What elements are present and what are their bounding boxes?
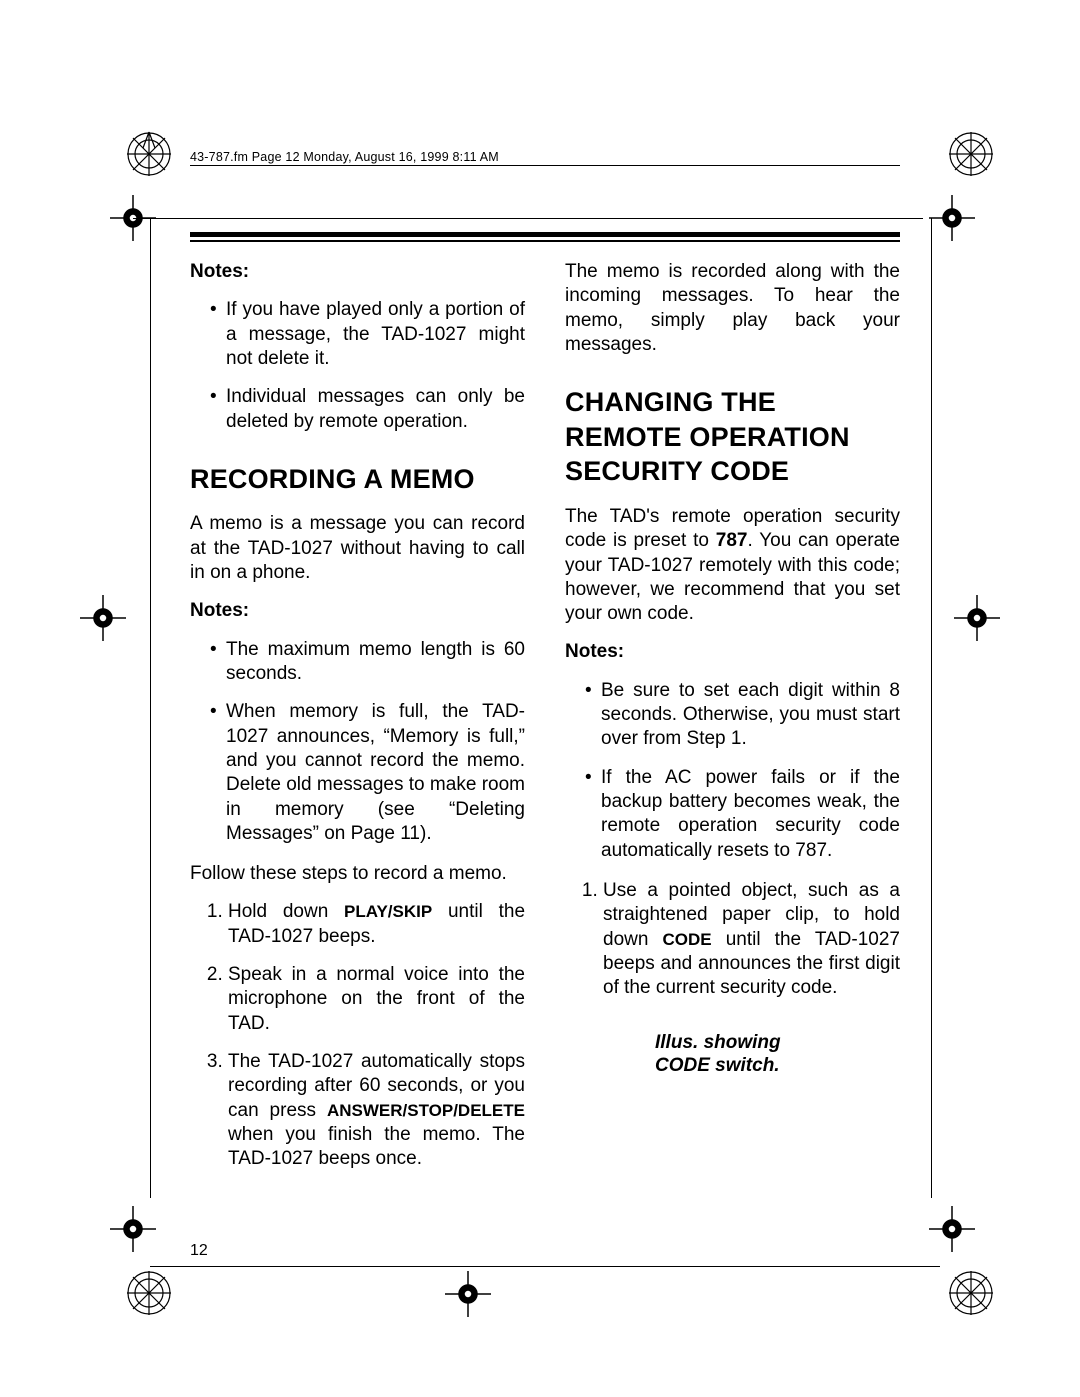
reg-star-tr — [947, 130, 995, 178]
reg-line-bottom — [150, 1266, 940, 1267]
step-item: The TAD-1027 automatically stops recordi… — [228, 1050, 525, 1172]
step-item: Hold down PLAY/SKIP until the TAD-1027 b… — [228, 900, 525, 949]
manual-page: 43-787.fm Page 12 Monday, August 16, 199… — [0, 0, 1080, 1397]
note-item: The maximum memo length is 60 seconds. — [210, 638, 525, 687]
reg-cross-br — [929, 1206, 975, 1252]
memo-continuation: The memo is recorded along with the inco… — [565, 260, 900, 357]
reg-star-br — [947, 1269, 995, 1317]
right-column: The memo is recorded along with the inco… — [565, 260, 900, 1188]
reg-star-bl — [125, 1269, 173, 1317]
heading-security-code: CHANGING THE REMOTE OPERATION SECURITY C… — [565, 385, 900, 489]
reg-cross-bc — [445, 1271, 491, 1317]
notes-list-3: Be sure to set each digit within 8 secon… — [565, 679, 900, 863]
code-steps: Use a pointed object, such as a straight… — [565, 879, 900, 1001]
memo-steps: Hold down PLAY/SKIP until the TAD-1027 b… — [190, 900, 525, 1171]
step-text: Hold down — [228, 901, 344, 922]
memo-intro: A memo is a message you can record at th… — [190, 512, 525, 585]
reg-line-top — [133, 218, 923, 219]
key-label: ANSWER/STOP/DELETE — [327, 1101, 525, 1120]
notes-list-1: If you have played only a portion of a m… — [190, 298, 525, 434]
note-item: Be sure to set each digit within 8 secon… — [585, 679, 900, 752]
notes-label: Notes: — [565, 640, 900, 664]
note-item: If the AC power fails or if the backup b… — [585, 766, 900, 863]
note-item: If you have played only a portion of a m… — [210, 298, 525, 371]
code-intro: The TAD's remote operation security code… — [565, 505, 900, 627]
reg-cross-tr — [929, 195, 975, 241]
reg-line-right — [931, 218, 932, 1198]
follow-steps: Follow these steps to record a memo. — [190, 862, 525, 886]
reg-cross-bl — [110, 1206, 156, 1252]
step-text: when you finish the memo. The TAD-1027 b… — [228, 1124, 525, 1169]
reg-line-left — [150, 218, 151, 1198]
reg-star-tl — [125, 130, 173, 178]
step-item: Speak in a normal voice into the microph… — [228, 963, 525, 1036]
notes-label: Notes: — [190, 260, 525, 284]
illus-line: CODE switch. — [655, 1055, 780, 1076]
left-column: Notes: If you have played only a portion… — [190, 260, 525, 1188]
header-rule — [190, 165, 900, 166]
key-label: PLAY/SKIP — [344, 902, 432, 921]
key-label: CODE — [663, 930, 712, 949]
running-header: 43-787.fm Page 12 Monday, August 16, 199… — [190, 150, 499, 164]
preset-code: 787 — [716, 530, 748, 551]
note-item: When memory is full, the TAD-1027 announ… — [210, 700, 525, 846]
notes-label: Notes: — [190, 599, 525, 623]
heading-recording-memo: RECORDING A MEMO — [190, 462, 525, 497]
note-item: Individual messages can only be deleted … — [210, 385, 525, 434]
illustration-caption: Illus. showing CODE switch. — [655, 1031, 900, 1079]
content-columns: Notes: If you have played only a portion… — [190, 260, 900, 1188]
notes-list-2: The maximum memo length is 60 seconds. W… — [190, 638, 525, 847]
reg-cross-mr — [954, 595, 1000, 641]
page-number: 12 — [190, 1242, 208, 1260]
illus-line: Illus. showing — [655, 1032, 781, 1053]
reg-cross-ml — [80, 595, 126, 641]
step-item: Use a pointed object, such as a straight… — [603, 879, 900, 1001]
title-rule — [190, 232, 900, 242]
